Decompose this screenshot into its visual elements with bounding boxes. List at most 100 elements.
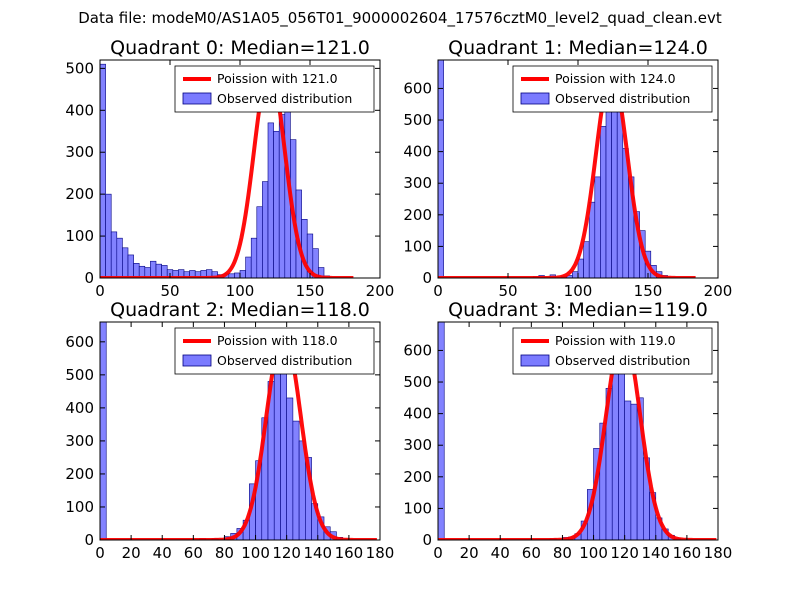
- y-tick-label: 500: [65, 366, 94, 384]
- x-tick-label: 100: [579, 544, 608, 562]
- y-tick-label: 600: [403, 341, 432, 359]
- y-tick-label: 300: [65, 432, 94, 450]
- histogram-bar: [624, 400, 632, 540]
- quadrant-panel-1: 0 50 100 150 200 0 100 200 300 400 500 600 Quadrant …: [403, 37, 732, 300]
- y-tick-label: 200: [403, 206, 432, 224]
- legend: Poission with 121.0 Observed distribution: [174, 65, 375, 113]
- histogram-bar: [127, 254, 134, 278]
- x-tick-label: 160: [335, 544, 364, 562]
- x-tick-label: 20: [122, 544, 141, 562]
- y-tick-label: 100: [403, 499, 432, 517]
- quadrant-panel-0: 0 50 100 150 200 0 100 200 300 400 500 Quadrant 0: …: [65, 37, 394, 300]
- y-tick-label: 400: [65, 399, 94, 417]
- y-tick-label: 100: [403, 237, 432, 255]
- x-tick-label: 180: [704, 544, 733, 562]
- histogram-bar: [605, 103, 612, 278]
- x-tick-label: 150: [296, 282, 325, 300]
- x-tick-label: 120: [272, 544, 301, 562]
- histogram-bar: [250, 237, 258, 278]
- x-tick-label: 100: [241, 544, 270, 562]
- y-tick-label: 400: [403, 143, 432, 161]
- x-tick-label: 0: [433, 282, 443, 300]
- x-tick-label: 40: [491, 544, 510, 562]
- y-tick-label: 100: [65, 227, 94, 245]
- x-tick-label: 20: [460, 544, 479, 562]
- y-tick-label: 300: [403, 436, 432, 454]
- x-tick-label: 160: [673, 544, 702, 562]
- x-tick-label: 200: [366, 282, 395, 300]
- x-tick-label: 100: [226, 282, 255, 300]
- y-tick-label: 200: [65, 465, 94, 483]
- panel-title: Quadrant 3: Median=119.0: [448, 299, 708, 321]
- plot-frame: [99, 321, 381, 541]
- x-tick-label: 60: [522, 544, 541, 562]
- histogram-bar: [577, 258, 584, 278]
- histogram-bar: [630, 403, 638, 540]
- x-tick-label: 140: [641, 544, 670, 562]
- histogram-bar: [438, 60, 444, 278]
- x-tick-label: 180: [366, 544, 395, 562]
- legend: Poission with 119.0 Observed distribution: [512, 327, 713, 375]
- x-tick-label: 150: [634, 282, 663, 300]
- histogram-bar: [588, 201, 596, 278]
- x-tick-label: 0: [95, 282, 105, 300]
- y-tick-label: 500: [65, 59, 94, 77]
- histogram-bar: [594, 176, 601, 278]
- histogram-bar: [292, 420, 300, 540]
- histogram-bar: [273, 361, 281, 540]
- x-tick-label: 50: [160, 282, 179, 300]
- histogram-bar: [234, 272, 241, 278]
- x-tick-label: 0: [95, 544, 105, 562]
- histogram-bar: [228, 273, 235, 278]
- y-tick-label: 0: [84, 531, 94, 549]
- y-tick-label: 200: [403, 468, 432, 486]
- x-tick-label: 40: [153, 544, 172, 562]
- histogram-bar: [600, 126, 607, 278]
- y-tick-label: 0: [422, 531, 432, 549]
- y-tick-label: 0: [84, 269, 94, 287]
- legend-histogram-label: Observed distribution: [555, 353, 690, 368]
- legend: Poission with 118.0 Observed distribution: [174, 327, 375, 375]
- histogram-bar: [262, 181, 269, 278]
- histogram-bar: [438, 322, 445, 540]
- poisson-curve: [438, 330, 717, 540]
- panel-title: Quadrant 0: Median=121.0: [110, 37, 370, 59]
- histogram-bar: [105, 193, 112, 278]
- histogram-bar: [150, 260, 157, 278]
- legend-histogram-swatch: [520, 354, 550, 367]
- histogram-bar: [116, 237, 123, 278]
- y-tick-label: 400: [403, 405, 432, 423]
- legend-histogram-label: Observed distribution: [217, 353, 352, 368]
- quadrant-panel-2: 0 20 40 60 80 100 120 140 160 1800100200300400500…: [65, 299, 394, 562]
- histogram-bar: [110, 231, 118, 278]
- x-tick-label: 140: [303, 544, 332, 562]
- histogram-bar: [611, 356, 619, 540]
- histogram-bar: [100, 322, 107, 540]
- poisson-curve: [100, 329, 377, 540]
- figure-title: Data file: modeM0/AS1A05_056T01_90000026…: [78, 9, 722, 28]
- histogram-bar: [100, 63, 106, 278]
- histogram-bar: [122, 247, 129, 278]
- y-tick-label: 500: [403, 373, 432, 391]
- panel-title: Quadrant 2: Median=118.0: [110, 299, 370, 321]
- histogram-bar: [267, 122, 274, 278]
- x-tick-label: 200: [704, 282, 733, 300]
- y-tick-label: 0: [422, 269, 432, 287]
- panel-title: Quadrant 1: Median=124.0: [448, 37, 708, 59]
- histogram-bar: [572, 271, 579, 278]
- x-tick-label: 60: [184, 544, 203, 562]
- x-tick-label: 80: [553, 544, 572, 562]
- y-tick-label: 200: [65, 185, 94, 203]
- histogram-bar: [256, 206, 263, 278]
- legend-poisson-label: Poission with 118.0: [217, 333, 338, 348]
- y-tick-label: 500: [403, 111, 432, 129]
- x-tick-label: 100: [564, 282, 593, 300]
- y-tick-label: 300: [65, 143, 94, 161]
- poisson-curve: [438, 70, 696, 278]
- y-tick-label: 600: [65, 333, 94, 351]
- y-tick-label: 100: [65, 498, 94, 516]
- y-tick-label: 300: [403, 174, 432, 192]
- y-tick-label: 600: [403, 79, 432, 97]
- x-tick-label: 80: [215, 544, 234, 562]
- legend-poisson-label: Poission with 121.0: [217, 71, 338, 86]
